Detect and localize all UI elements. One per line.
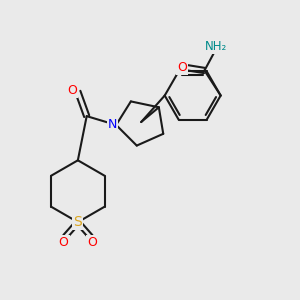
Text: O: O bbox=[177, 61, 187, 74]
Text: O: O bbox=[58, 236, 68, 249]
Text: S: S bbox=[74, 215, 82, 229]
Text: O: O bbox=[68, 84, 77, 97]
Text: NH₂: NH₂ bbox=[205, 40, 227, 52]
Text: O: O bbox=[87, 236, 97, 249]
Text: N: N bbox=[108, 118, 117, 131]
